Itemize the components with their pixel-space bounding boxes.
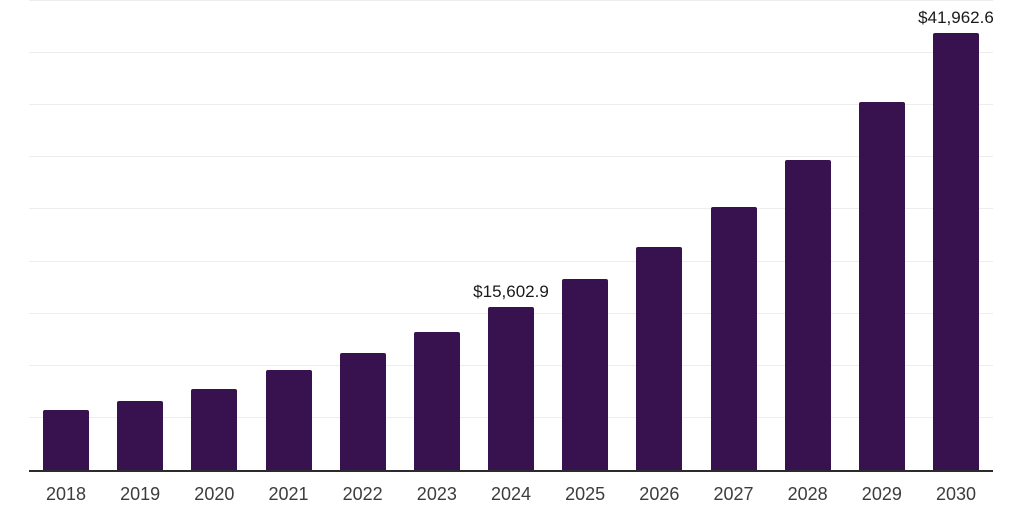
plot-area: 2018 2019 2020 2021 2022 2023 2024 $15,602.9 202… xyxy=(29,0,994,504)
x-tick-label: 2018 xyxy=(45,484,87,504)
bar-2021: 2021 xyxy=(265,369,312,504)
bars-container: 2018 2019 2020 2021 2022 2023 2024 $15,602.9 202… xyxy=(43,1,994,504)
x-tick-label: 2020 xyxy=(194,484,235,504)
x-tick-label: 2030 xyxy=(935,484,977,504)
gridline xyxy=(29,52,993,54)
x-tick-label: 2029 xyxy=(861,484,902,504)
bar-2030: 2030 $41,962.6 xyxy=(918,8,994,504)
bar-2020: 2020 xyxy=(191,388,238,504)
gridline xyxy=(29,260,993,262)
gridline xyxy=(29,0,993,1)
bar-value-label: $15,602.9 xyxy=(473,282,549,302)
x-tick-label: 2023 xyxy=(416,484,457,504)
bar-2019: 2019 xyxy=(117,400,164,504)
bar-2026: 2026 xyxy=(636,246,683,504)
x-tick-label: 2025 xyxy=(565,484,606,504)
x-tick-label: 2022 xyxy=(342,484,383,504)
x-tick-label: 2024 xyxy=(490,484,532,504)
gridline xyxy=(29,208,993,210)
bar-2024: 2024 $15,602.9 xyxy=(473,282,549,504)
gridline xyxy=(29,104,993,106)
bar-2025: 2025 xyxy=(562,279,609,504)
x-tick-label: 2026 xyxy=(639,484,680,504)
bar-2022: 2022 xyxy=(339,353,386,504)
x-tick-label: 2027 xyxy=(713,484,754,504)
bar-2027: 2027 xyxy=(710,206,757,504)
x-tick-label: 2019 xyxy=(120,484,161,504)
bar-value-label: $41,962.6 xyxy=(918,7,994,27)
bar-2018: 2018 xyxy=(43,409,89,504)
bar-2029: 2029 xyxy=(858,101,905,504)
bar-2023: 2023 xyxy=(413,331,460,504)
x-tick-label: 2028 xyxy=(787,484,828,504)
gridline xyxy=(29,156,993,158)
x-tick-label: 2021 xyxy=(268,484,309,504)
bar-2028: 2028 xyxy=(784,159,831,504)
